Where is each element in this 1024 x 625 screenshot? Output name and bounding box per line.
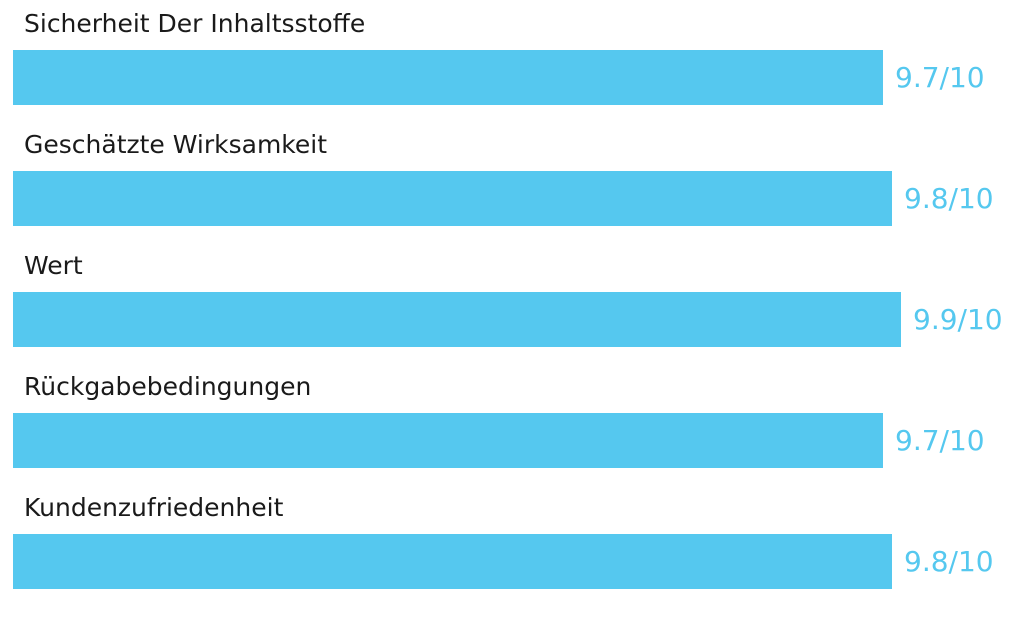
rating-value: 9.7/10 <box>895 61 985 94</box>
rating-bar <box>13 50 883 105</box>
rating-bar <box>13 413 883 468</box>
rating-label: Sicherheit Der Inhaltsstoffe <box>24 9 366 38</box>
rating-value: 9.8/10 <box>904 545 994 578</box>
rating-row-satisfaction: Kundenzufriedenheit 9.8/10 <box>0 490 1024 610</box>
rating-value: 9.7/10 <box>895 424 985 457</box>
rating-label: Geschätzte Wirksamkeit <box>24 130 328 159</box>
rating-row-value: Wert 9.9/10 <box>0 248 1024 368</box>
rating-value: 9.8/10 <box>904 182 994 215</box>
rating-bar <box>13 292 901 347</box>
rating-bar <box>13 534 892 589</box>
rating-label: Kundenzufriedenheit <box>24 493 284 522</box>
rating-bar <box>13 171 892 226</box>
rating-row-safety: Sicherheit Der Inhaltsstoffe 9.7/10 <box>0 6 1024 126</box>
rating-label: Rückgabebedingungen <box>24 372 312 401</box>
rating-label: Wert <box>24 251 83 280</box>
rating-row-returns: Rückgabebedingungen 9.7/10 <box>0 369 1024 489</box>
rating-value: 9.9/10 <box>913 303 1003 336</box>
rating-row-efficacy: Geschätzte Wirksamkeit 9.8/10 <box>0 127 1024 247</box>
